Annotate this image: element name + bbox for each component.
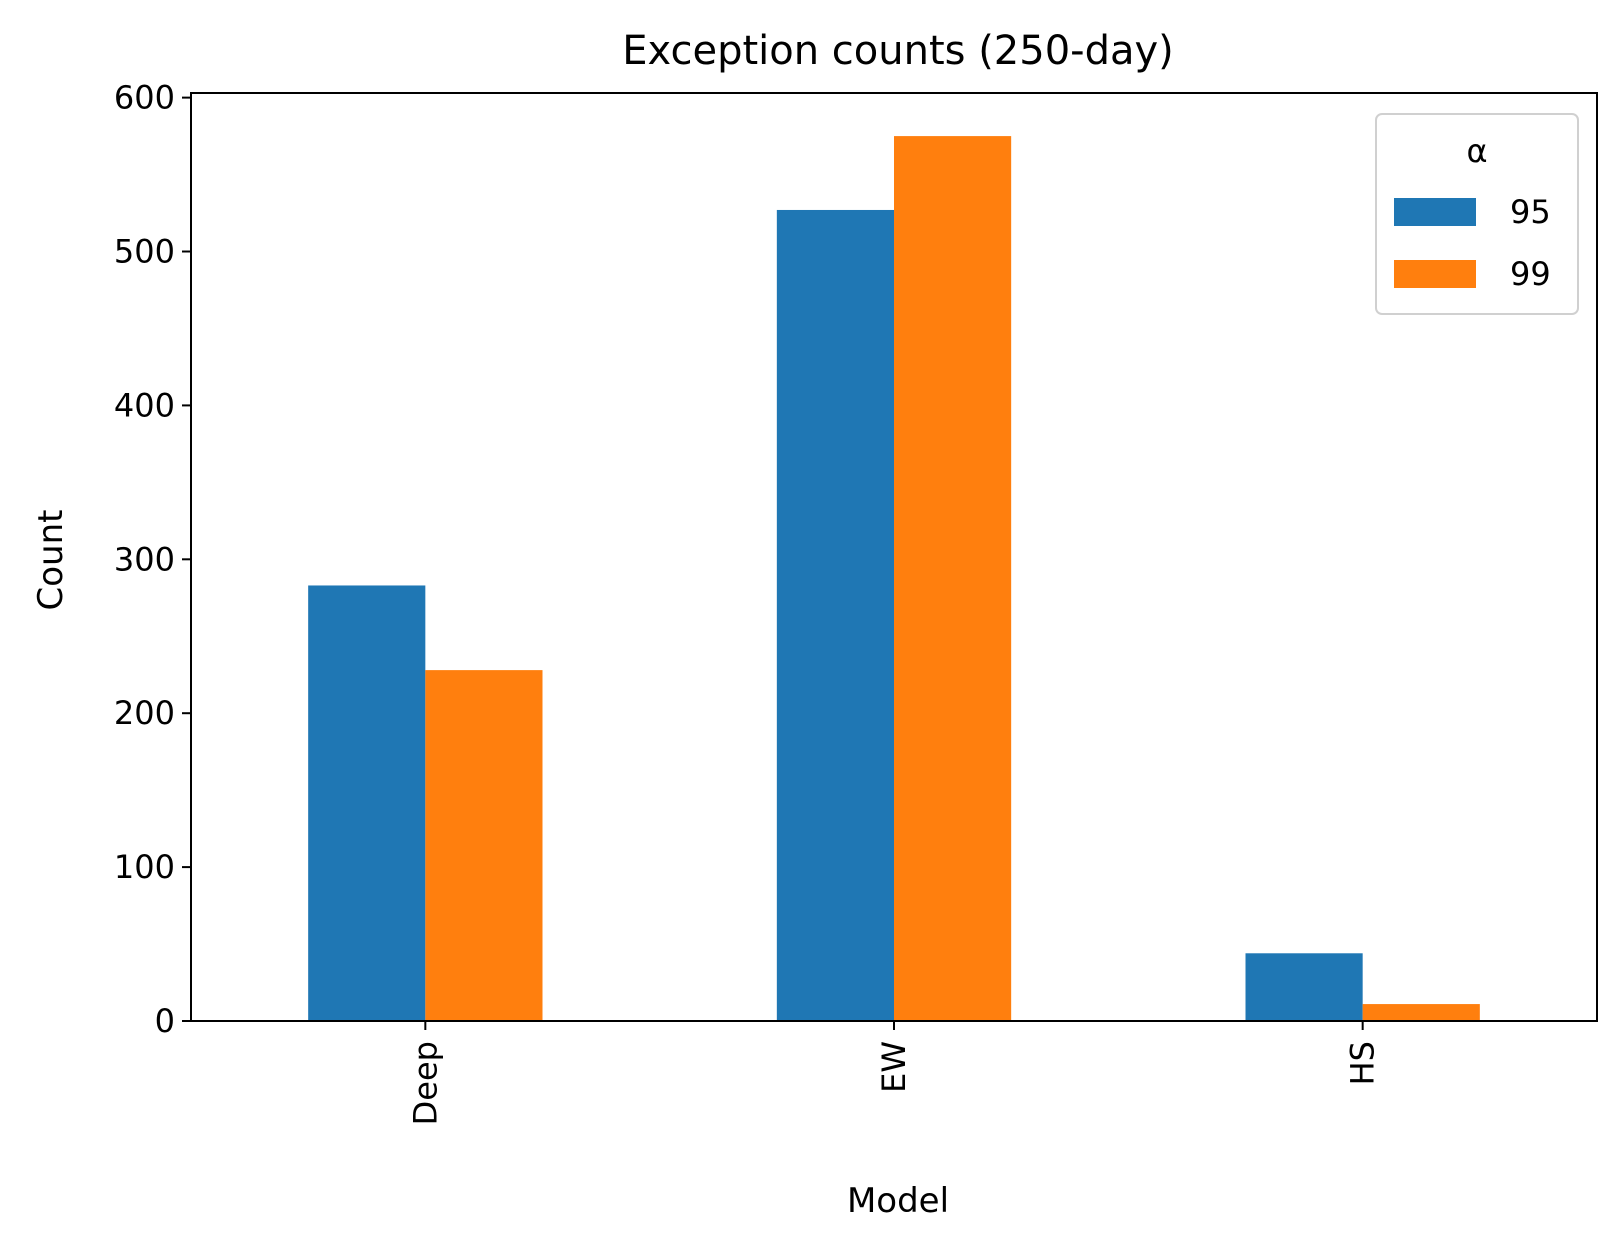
y-tick-label: 200 [114, 694, 175, 732]
legend-swatch-99 [1394, 260, 1476, 288]
plot-area-frame [190, 92, 1598, 1022]
legend: α 95 99 [1375, 113, 1579, 315]
legend-label-99: 99 [1510, 255, 1551, 293]
legend-swatch-95 [1394, 198, 1476, 226]
bar-deep-99 [425, 670, 543, 1021]
bar-hs-95 [1245, 953, 1363, 1021]
chart-title: Exception counts (250-day) [622, 28, 1174, 74]
legend-items: 95 99 [1394, 193, 1551, 293]
y-tick-label: 600 [114, 79, 175, 117]
y-tick-label: 100 [114, 848, 175, 886]
x-tick-label: Deep [406, 1041, 444, 1125]
x-axis-ticks: Deep EW HS [406, 1021, 1382, 1125]
y-tick-label: 400 [114, 386, 175, 424]
y-axis-ticks: 0 100 200 300 400 500 600 [114, 79, 191, 1040]
legend-label-95: 95 [1510, 193, 1551, 231]
bar-ew-99 [894, 136, 1012, 1022]
x-axis-label: Model [847, 1181, 949, 1221]
y-tick-label: 300 [114, 540, 175, 578]
y-tick-label: 0 [155, 1002, 175, 1040]
bars-group [308, 136, 1480, 1022]
x-tick-label: EW [875, 1041, 913, 1093]
y-axis-label: Count [31, 510, 71, 611]
bar-ew-95 [776, 209, 894, 1021]
legend-title: α [1466, 132, 1487, 170]
bar-deep-95 [308, 585, 426, 1021]
x-tick-label: HS [1344, 1041, 1382, 1085]
bar-hs-99 [1362, 1004, 1480, 1021]
y-tick-label: 500 [114, 233, 175, 271]
